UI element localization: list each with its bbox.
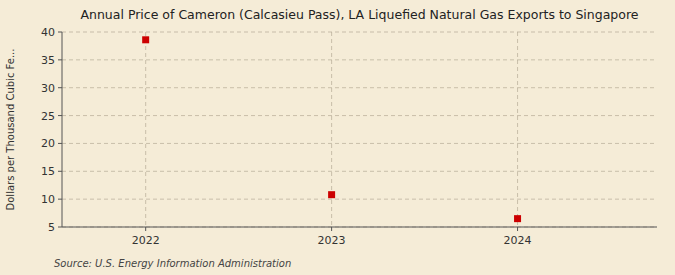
x-tick — [331, 227, 332, 231]
y-axis-label: Dollars per Thousand Cubic Fe... — [5, 49, 16, 211]
y-tick — [58, 115, 62, 116]
point — [142, 36, 149, 43]
chart-container: 5 10 15 20 25 30 35 40 2022 2023 2024 Annual Price … — [0, 0, 675, 275]
title: Annual Price of Cameron (Calcasieu Pass)… — [80, 7, 638, 22]
y-grid-line — [62, 227, 657, 228]
y-grid-line — [62, 199, 657, 200]
y-grid-line — [62, 115, 657, 116]
y-tick-label: 5 — [48, 221, 55, 234]
y-tick-label: 25 — [41, 110, 55, 123]
x-grid-line — [517, 32, 518, 227]
y-tick — [58, 171, 62, 172]
x-tick-label: 2022 — [132, 234, 160, 247]
y-tick-label: 30 — [41, 82, 55, 95]
y-tick — [58, 32, 62, 33]
grid — [62, 32, 657, 227]
y-tick-label: 15 — [41, 165, 55, 178]
y-tick-label: 35 — [41, 54, 55, 67]
x-axis-line — [62, 227, 657, 228]
source-note: Source: U.S. Energy Information Administ… — [54, 258, 291, 269]
y-tick-label: 40 — [41, 26, 55, 39]
y-tick — [58, 87, 62, 88]
chart: 5 10 15 20 25 30 35 40 2022 2023 2024 Annual Price … — [0, 0, 675, 275]
y-tick — [58, 59, 62, 60]
point — [514, 215, 521, 222]
y-tick-label: 10 — [41, 193, 55, 206]
axes: 5 10 15 20 25 30 35 40 2022 2023 2024 — [41, 26, 657, 247]
y-grid-line — [62, 171, 657, 172]
x-tick — [145, 227, 146, 231]
y-grid-line — [62, 87, 657, 88]
y-tick — [58, 199, 62, 200]
point — [328, 191, 335, 198]
y-grid-line — [62, 32, 657, 33]
y-grid-line — [62, 59, 657, 60]
background — [0, 0, 675, 275]
y-tick — [58, 143, 62, 144]
y-tick-label: 20 — [41, 137, 55, 150]
y-tick — [58, 227, 62, 228]
x-tick-label: 2024 — [504, 234, 532, 247]
y-axis-line — [62, 32, 63, 227]
points — [142, 36, 521, 222]
x-tick — [517, 227, 518, 231]
x-grid-line — [145, 32, 146, 227]
y-grid-line — [62, 143, 657, 144]
x-tick-label: 2023 — [318, 234, 346, 247]
